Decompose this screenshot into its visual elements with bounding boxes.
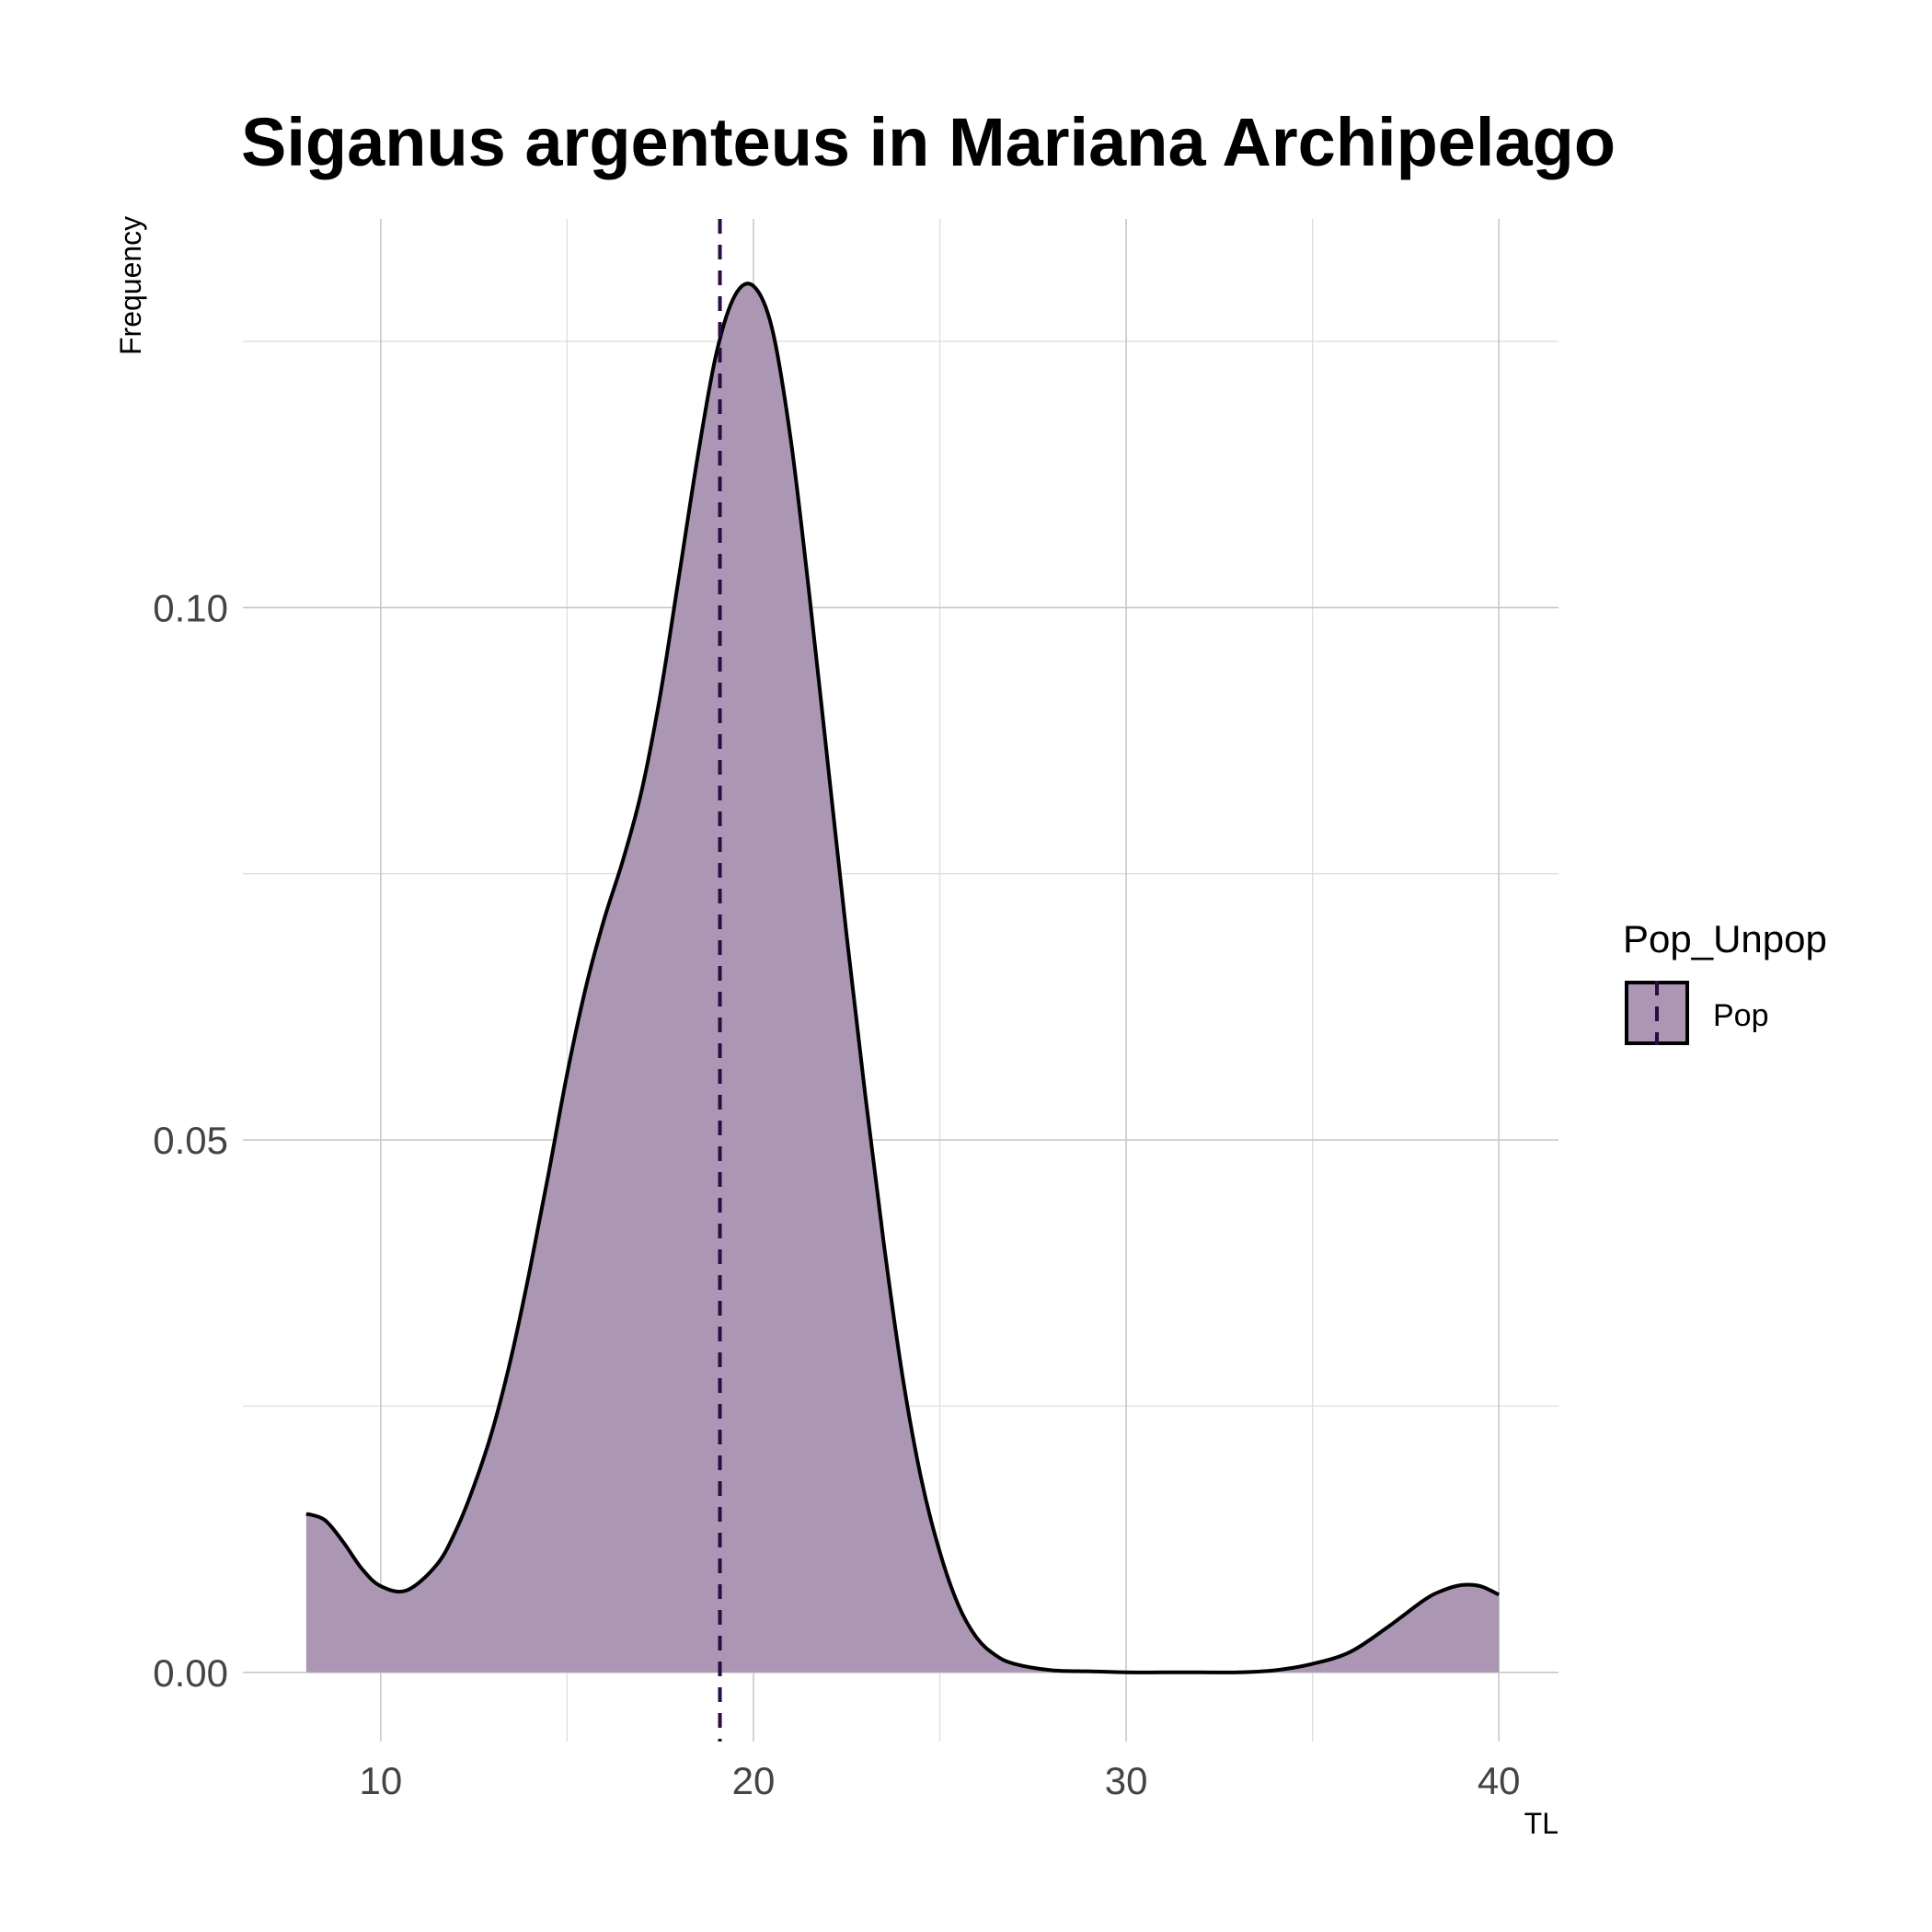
y-tick-label: 0.10 [153, 586, 228, 629]
density-outline-pop [305, 282, 1501, 1674]
density-area-pop [305, 283, 1500, 1673]
x-tick-label: 20 [732, 1759, 776, 1802]
density-layer [305, 282, 1501, 1674]
x-tick-label: 30 [1105, 1759, 1148, 1802]
x-axis-title: TL [1524, 1807, 1558, 1840]
y-tick-label: 0.05 [153, 1119, 228, 1162]
y-axis-ticks: 0.00 0.05 0.10 [153, 586, 228, 1694]
x-tick-label: 10 [360, 1759, 403, 1802]
x-axis-ticks: 10 20 30 40 [360, 1759, 1521, 1802]
y-tick-label: 0.00 [153, 1651, 228, 1695]
legend-label-pop: Pop [1713, 998, 1769, 1033]
legend: Pop_Unpop Pop [1623, 917, 1827, 1045]
x-tick-label: 40 [1478, 1759, 1521, 1802]
grid-major [243, 219, 1558, 1742]
chart-title: Siganus argenteus in Mariana Archipelago [241, 104, 1616, 180]
legend-title: Pop_Unpop [1623, 917, 1827, 960]
y-axis-title: Frequency [114, 216, 147, 355]
